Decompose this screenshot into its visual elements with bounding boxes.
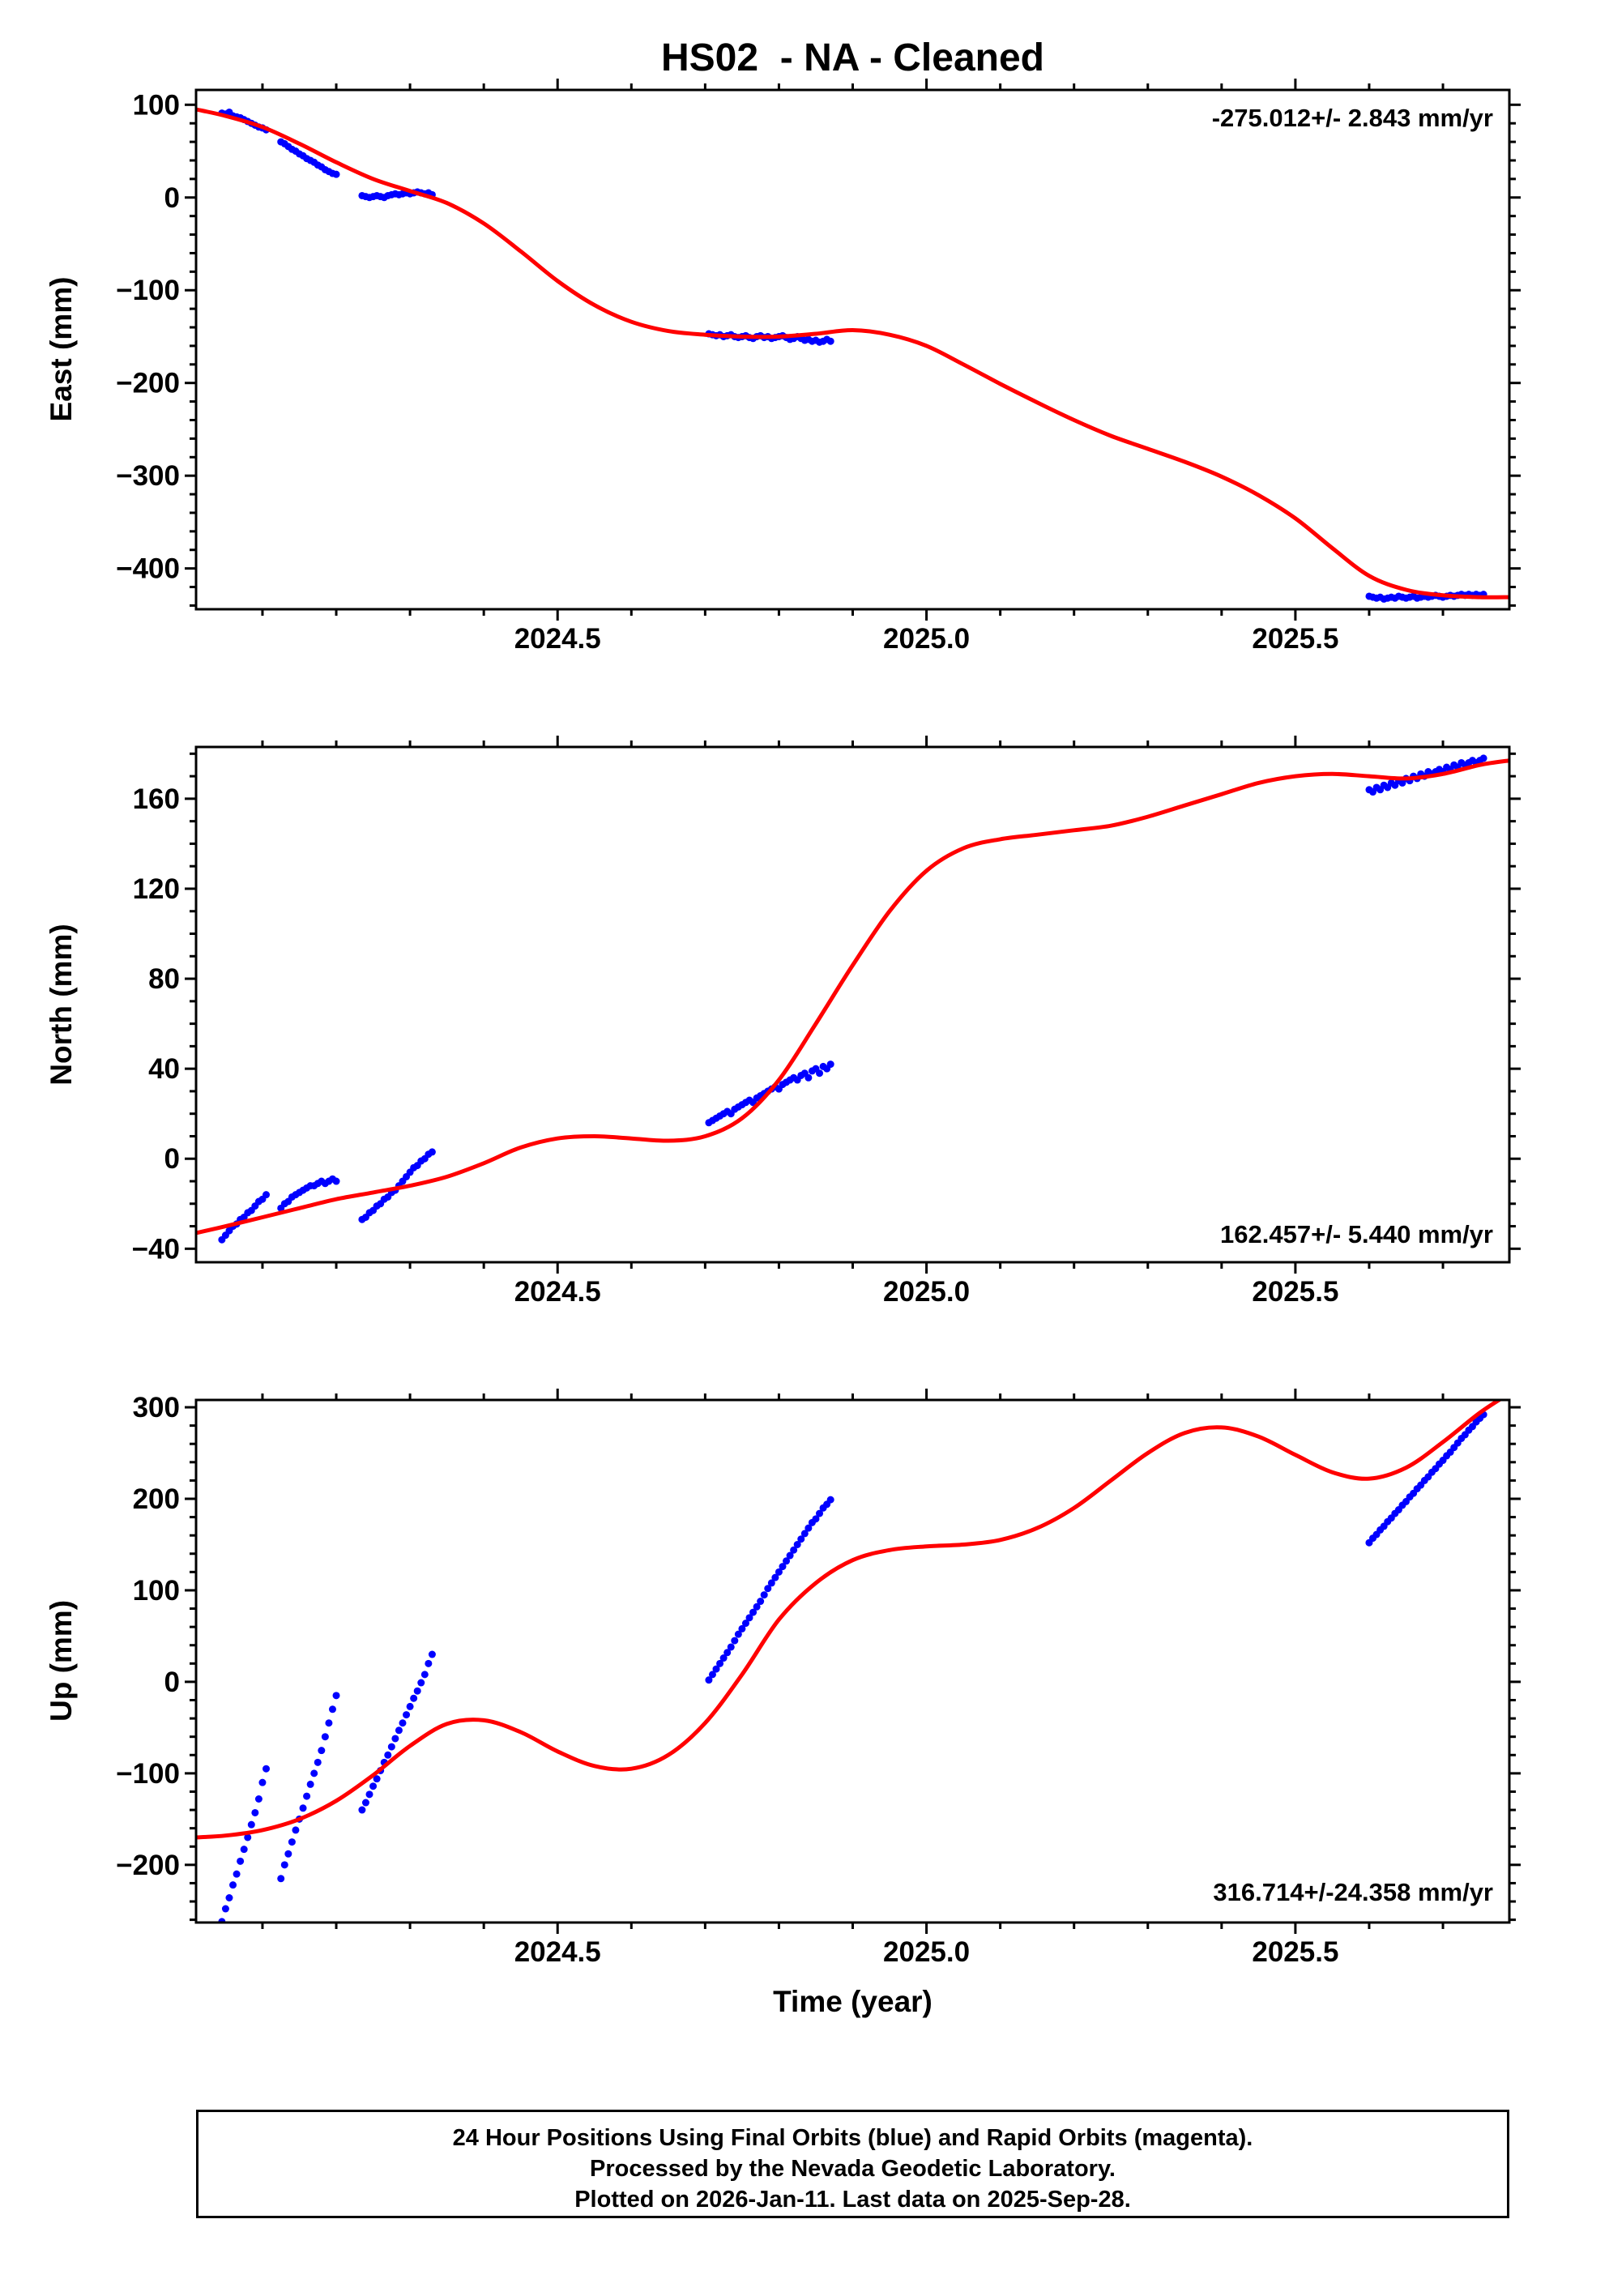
time-axis-label: Time (year): [773, 1985, 933, 2018]
svg-text:−100: −100: [116, 275, 180, 306]
north-panel: 2024.5 2025.0 2025.5 160 120 80 40 0 −40: [132, 736, 1521, 1308]
svg-text:100: 100: [133, 1575, 180, 1607]
chart-title: HS02 - NA - Cleaned: [661, 36, 1044, 79]
svg-text:2024.5: 2024.5: [514, 1936, 601, 1968]
north-plot-frame: [194, 745, 1511, 1264]
svg-text:300: 300: [133, 1392, 180, 1423]
east-axis-label: East (mm): [45, 276, 78, 422]
up-ticks: [185, 1389, 1521, 1934]
svg-text:0: 0: [164, 1143, 180, 1175]
svg-text:−300: −300: [116, 460, 180, 492]
svg-text:−200: −200: [116, 1850, 180, 1881]
svg-text:2025.5: 2025.5: [1252, 1276, 1338, 1308]
svg-text:0: 0: [164, 182, 180, 214]
footer-line-2: Processed by the Nevada Geodetic Laborat…: [590, 2156, 1116, 2182]
east-tick-labels: 2024.5 2025.0 2025.5 100 0 −100 −200 −300 −400: [116, 89, 1338, 655]
svg-text:120: 120: [133, 873, 180, 905]
up-trend-line: [196, 1400, 1504, 1840]
footer-line-1: 24 Hour Positions Using Final Orbits (bl…: [452, 2125, 1253, 2151]
up-rate-annotation: 316.714+/-24.358 mm/yr: [1213, 1878, 1493, 1906]
north-data-points: [218, 754, 1487, 1244]
east-plot-frame: [194, 88, 1511, 611]
east-data-points: [218, 108, 1487, 603]
svg-text:200: 200: [133, 1483, 180, 1515]
north-rate-annotation: 162.457+/- 5.440 mm/yr: [1220, 1220, 1493, 1248]
svg-text:2025.0: 2025.0: [883, 1276, 970, 1308]
svg-text:−400: −400: [116, 553, 180, 585]
svg-text:2024.5: 2024.5: [514, 1276, 601, 1308]
north-axis-label: North (mm): [45, 924, 78, 1086]
up-axis-label: Up (mm): [45, 1599, 78, 1722]
svg-text:0: 0: [164, 1667, 180, 1698]
svg-text:−200: −200: [116, 368, 180, 399]
svg-text:2025.0: 2025.0: [883, 1936, 970, 1968]
up-tick-labels: 2024.5 2025.0 2025.5 300 200 100 0 −100 −200: [116, 1392, 1338, 1968]
east-rate-annotation: -275.012+/- 2.843 mm/yr: [1211, 104, 1493, 132]
up-panel: 2024.5 2025.0 2025.5 300 200 100 0 −100 −200: [116, 1389, 1521, 1968]
svg-text:160: 160: [133, 783, 180, 815]
north-trend-line: [196, 758, 1509, 1235]
svg-text:80: 80: [148, 963, 180, 995]
svg-text:40: 40: [148, 1053, 180, 1085]
svg-text:−40: −40: [132, 1233, 180, 1265]
up-plot-frame: [194, 1398, 1511, 1924]
svg-text:2025.5: 2025.5: [1252, 623, 1338, 655]
east-trend-line: [196, 107, 1509, 600]
north-tick-labels: 2024.5 2025.0 2025.5 160 120 80 40 0 −40: [132, 783, 1339, 1308]
north-ticks: [185, 736, 1521, 1274]
svg-text:2025.5: 2025.5: [1252, 1936, 1338, 1968]
svg-text:2024.5: 2024.5: [514, 623, 601, 655]
east-panel: 2024.5 2025.0 2025.5 100 0 −100 −200 −300 −400: [116, 79, 1521, 655]
svg-text:100: 100: [133, 89, 180, 121]
svg-text:2025.0: 2025.0: [883, 623, 970, 655]
footer-line-3: Plotted on 2026-Jan-11. Last data on 202…: [574, 2187, 1131, 2213]
up-data-points: [218, 1410, 1487, 1923]
svg-text:−100: −100: [116, 1758, 180, 1790]
footer-note: 24 Hour Positions Using Final Orbits (bl…: [196, 2110, 1509, 2218]
